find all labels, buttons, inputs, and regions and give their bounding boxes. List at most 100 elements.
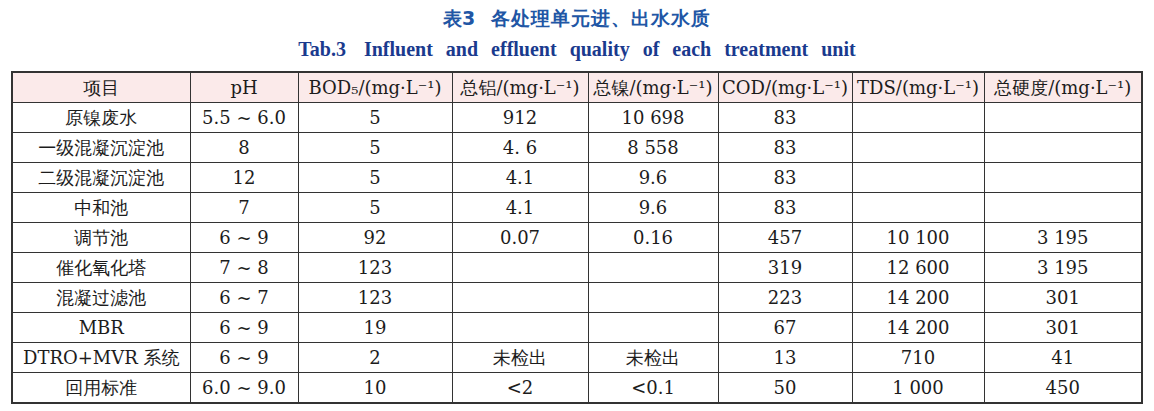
value-cell: 6 ~ 9	[190, 343, 298, 373]
value-cell: 223	[718, 283, 852, 313]
value-cell: 8 558	[588, 133, 718, 163]
table-row: 回用标准6.0 ~ 9.010<2<0.1501 000450	[12, 373, 1142, 404]
table-caption-en: Tab.3 Influent and effluent quality of ea…	[0, 38, 1154, 61]
value-cell: 0.07	[452, 223, 588, 253]
table-row: DTRO+MVR 系统6 ~ 92未检出未检出1371041	[12, 343, 1142, 373]
value-cell	[984, 103, 1142, 133]
value-cell: 92	[298, 223, 452, 253]
table-row: 催化氧化塔7 ~ 812331912 6003 195	[12, 253, 1142, 283]
value-cell: 14 200	[852, 313, 984, 343]
value-cell: 123	[298, 253, 452, 283]
value-cell: 7 ~ 8	[190, 253, 298, 283]
value-cell: 6 ~ 9	[190, 313, 298, 343]
value-cell	[588, 253, 718, 283]
value-cell: 6.0 ~ 9.0	[190, 373, 298, 404]
value-cell	[852, 103, 984, 133]
value-cell	[984, 193, 1142, 223]
value-cell: 83	[718, 163, 852, 193]
unit-name-cell: 回用标准	[12, 373, 190, 404]
value-cell	[588, 283, 718, 313]
value-cell: 710	[852, 343, 984, 373]
value-cell	[984, 163, 1142, 193]
value-cell: 12	[190, 163, 298, 193]
value-cell: 14 200	[852, 283, 984, 313]
value-cell: 1 000	[852, 373, 984, 404]
column-header: COD/(mg·L⁻¹)	[718, 72, 852, 103]
unit-name-cell: 原镍废水	[12, 103, 190, 133]
value-cell	[452, 313, 588, 343]
value-cell: 67	[718, 313, 852, 343]
table-caption-cn-text: 各处理单元进、出水水质	[491, 7, 711, 29]
table-caption-en-text: Influent and effluent quality of each tr…	[364, 38, 856, 60]
value-cell: 13	[718, 343, 852, 373]
table-header: 项目pHBOD₅/(mg·L⁻¹)总铝/(mg·L⁻¹)总镍/(mg·L⁻¹)C…	[12, 72, 1142, 103]
table-row: 原镍废水5.5 ~ 6.0591210 69883	[12, 103, 1142, 133]
table-row: MBR6 ~ 9196714 200301	[12, 313, 1142, 343]
value-cell: 未检出	[452, 343, 588, 373]
unit-name-cell: 二级混凝沉淀池	[12, 163, 190, 193]
column-header: 总镍/(mg·L⁻¹)	[588, 72, 718, 103]
table-number-cn: 表3	[443, 7, 475, 29]
value-cell: 6 ~ 7	[190, 283, 298, 313]
value-cell: 450	[984, 373, 1142, 404]
value-cell	[588, 313, 718, 343]
unit-name-cell: MBR	[12, 313, 190, 343]
value-cell: 41	[984, 343, 1142, 373]
water-quality-table: 项目pHBOD₅/(mg·L⁻¹)总铝/(mg·L⁻¹)总镍/(mg·L⁻¹)C…	[11, 71, 1143, 404]
column-header: 项目	[12, 72, 190, 103]
table-row: 调节池6 ~ 9920.070.1645710 1003 195	[12, 223, 1142, 253]
value-cell: 4.1	[452, 193, 588, 223]
value-cell: 301	[984, 313, 1142, 343]
value-cell: 123	[298, 283, 452, 313]
value-cell: 2	[298, 343, 452, 373]
value-cell: 4.1	[452, 163, 588, 193]
value-cell: 9.6	[588, 163, 718, 193]
value-cell: 83	[718, 103, 852, 133]
table-row: 中和池754.19.683	[12, 193, 1142, 223]
value-cell: 未检出	[588, 343, 718, 373]
value-cell: 9.6	[588, 193, 718, 223]
value-cell	[852, 163, 984, 193]
value-cell	[984, 133, 1142, 163]
value-cell: 50	[718, 373, 852, 404]
table-caption-cn: 表3 各处理单元进、出水水质	[0, 0, 1154, 29]
value-cell: 83	[718, 193, 852, 223]
column-header: 总硬度/(mg·L⁻¹)	[984, 72, 1142, 103]
value-cell: 5	[298, 133, 452, 163]
value-cell: 10 698	[588, 103, 718, 133]
value-cell: 5.5 ~ 6.0	[190, 103, 298, 133]
value-cell	[452, 253, 588, 283]
table-row: 二级混凝沉淀池1254.19.683	[12, 163, 1142, 193]
column-header: 总铝/(mg·L⁻¹)	[452, 72, 588, 103]
unit-name-cell: 混凝过滤池	[12, 283, 190, 313]
unit-name-cell: 催化氧化塔	[12, 253, 190, 283]
value-cell	[852, 193, 984, 223]
header-row: 项目pHBOD₅/(mg·L⁻¹)总铝/(mg·L⁻¹)总镍/(mg·L⁻¹)C…	[12, 72, 1142, 103]
column-header: TDS/(mg·L⁻¹)	[852, 72, 984, 103]
value-cell: 3 195	[984, 223, 1142, 253]
unit-name-cell: DTRO+MVR 系统	[12, 343, 190, 373]
value-cell: <2	[452, 373, 588, 404]
value-cell: 4. 6	[452, 133, 588, 163]
table-row: 混凝过滤池6 ~ 712322314 200301	[12, 283, 1142, 313]
value-cell: 3 195	[984, 253, 1142, 283]
value-cell: 8	[190, 133, 298, 163]
table-row: 一级混凝沉淀池854. 68 55883	[12, 133, 1142, 163]
value-cell: 912	[452, 103, 588, 133]
value-cell: 5	[298, 163, 452, 193]
table-number-en: Tab.3	[298, 38, 346, 60]
unit-name-cell: 调节池	[12, 223, 190, 253]
value-cell: 5	[298, 193, 452, 223]
value-cell: 83	[718, 133, 852, 163]
table-body: 原镍废水5.5 ~ 6.0591210 69883一级混凝沉淀池854. 68 …	[12, 103, 1142, 404]
unit-name-cell: 一级混凝沉淀池	[12, 133, 190, 163]
column-header: BOD₅/(mg·L⁻¹)	[298, 72, 452, 103]
value-cell: 0.16	[588, 223, 718, 253]
column-header: pH	[190, 72, 298, 103]
value-cell: <0.1	[588, 373, 718, 404]
paper-table-figure: 表3 各处理单元进、出水水质 Tab.3 Influent and effluent…	[0, 0, 1154, 411]
value-cell: 10	[298, 373, 452, 404]
value-cell: 12 600	[852, 253, 984, 283]
value-cell: 457	[718, 223, 852, 253]
value-cell: 10 100	[852, 223, 984, 253]
